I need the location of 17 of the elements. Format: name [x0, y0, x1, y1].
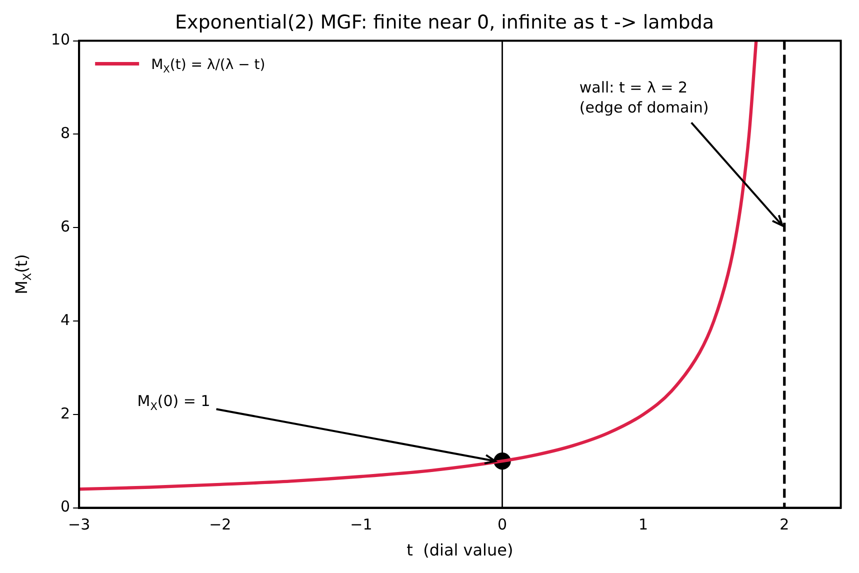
- y-tick-label: 0: [60, 498, 70, 516]
- x-tick-label: 0: [497, 516, 508, 534]
- y-tick-label: 10: [50, 30, 70, 49]
- x-tick-label: −1: [350, 516, 372, 534]
- y-axis-title: MX(t): [12, 254, 34, 294]
- y-tick-label: 6: [60, 217, 70, 236]
- y-tick-label: 4: [60, 310, 70, 329]
- x-axis-title: t (dial value): [406, 540, 514, 560]
- x-tick-label: 1: [638, 516, 648, 534]
- x-tick-label: 2: [780, 516, 790, 534]
- y-tick-label: 2: [60, 404, 70, 422]
- annotation: wall: t = λ = 2 (edge of domain): [579, 78, 709, 117]
- x-tick-label: −2: [209, 516, 232, 534]
- line-series: [77, 39, 758, 491]
- x-tick-label: −3: [68, 516, 90, 534]
- chart-title: Exponential(2) MGF: finite near 0, infinite as t -> lambda: [174, 11, 714, 34]
- y-tick-label: 8: [60, 124, 70, 142]
